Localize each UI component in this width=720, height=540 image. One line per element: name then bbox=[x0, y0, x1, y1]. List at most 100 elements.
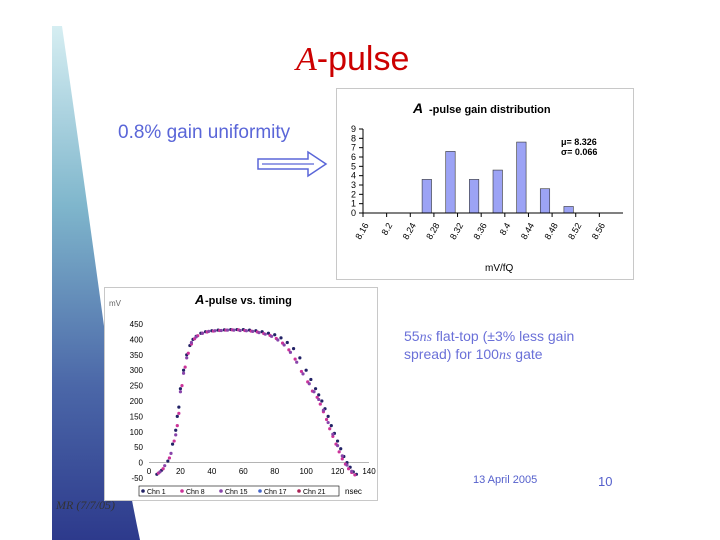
data-point bbox=[181, 371, 186, 375]
data-point bbox=[251, 329, 255, 333]
x-tick-label: 20 bbox=[176, 467, 185, 476]
y-tick-label: 0 bbox=[351, 208, 356, 218]
data-point bbox=[178, 390, 183, 394]
legend-entry: Chn 8 bbox=[186, 489, 205, 496]
data-point bbox=[301, 372, 305, 376]
data-point bbox=[328, 427, 332, 431]
data-point bbox=[346, 467, 351, 471]
data-point bbox=[263, 332, 267, 336]
y-tick-label: 7 bbox=[351, 143, 356, 153]
legend-entry: Chn 1 bbox=[147, 489, 166, 496]
data-point bbox=[257, 331, 261, 335]
data-point bbox=[181, 368, 186, 372]
data-point bbox=[276, 338, 280, 342]
data-point bbox=[279, 336, 283, 340]
data-point bbox=[172, 439, 176, 443]
data-point bbox=[295, 360, 299, 364]
x-tick-label: 80 bbox=[270, 467, 279, 476]
data-point bbox=[174, 428, 178, 432]
sidebar-gradient-bar bbox=[52, 26, 140, 540]
data-point bbox=[287, 348, 291, 352]
gain-uniformity-text: 0.8% gain uniformity bbox=[118, 122, 291, 143]
data-point bbox=[340, 454, 344, 458]
x-axis-label: nsec bbox=[345, 487, 362, 496]
data-point bbox=[340, 457, 344, 461]
page-number: 10 bbox=[598, 474, 613, 489]
data-point bbox=[350, 469, 354, 473]
pulse-timing-chart: A -pulse vs. timing mV nsec -50 0 50 100 150… bbox=[104, 287, 378, 501]
data-point bbox=[324, 417, 329, 422]
data-point bbox=[158, 470, 162, 474]
timing-title-italic: A bbox=[194, 292, 204, 307]
y-tick-label: 100 bbox=[130, 428, 144, 437]
legend-entry: Chn 17 bbox=[264, 489, 287, 496]
data-point bbox=[166, 459, 170, 463]
x-tick-label: 100 bbox=[299, 467, 313, 476]
data-point bbox=[178, 387, 183, 391]
data-point bbox=[335, 439, 340, 443]
x-tick-label: 8.32 bbox=[448, 221, 465, 241]
footer-text: MR (7/7/05) bbox=[56, 498, 115, 512]
x-tick-label: 140 bbox=[362, 467, 376, 476]
x-tick-label: 8.56 bbox=[590, 221, 607, 241]
slide-date: 13 April 2005 bbox=[473, 474, 538, 486]
data-point bbox=[326, 420, 330, 425]
data-point bbox=[309, 377, 313, 382]
data-point bbox=[174, 433, 178, 437]
legend-marker bbox=[297, 489, 301, 493]
data-point bbox=[318, 402, 322, 406]
data-point bbox=[288, 350, 293, 354]
histogram-bar bbox=[516, 141, 527, 214]
x-tick-label: 8.44 bbox=[519, 221, 536, 241]
chart-title-italic: A bbox=[412, 100, 423, 116]
legend-marker bbox=[219, 489, 223, 493]
data-point bbox=[186, 351, 190, 355]
x-tick-label: 8.4 bbox=[498, 221, 513, 237]
histogram-bar bbox=[445, 151, 456, 214]
chart-title: -pulse gain distribution bbox=[429, 104, 551, 116]
data-point bbox=[291, 347, 296, 351]
data-point bbox=[317, 393, 321, 397]
data-point bbox=[244, 329, 249, 333]
y-tick-label: 5 bbox=[351, 161, 356, 171]
data-point bbox=[183, 365, 187, 369]
data-point bbox=[313, 387, 318, 391]
y-tick-label: 200 bbox=[130, 397, 144, 406]
data-point bbox=[345, 463, 349, 467]
data-point bbox=[177, 405, 181, 409]
data-point bbox=[167, 456, 172, 460]
y-tick-label: 350 bbox=[130, 351, 144, 360]
data-point bbox=[219, 328, 223, 333]
data-point bbox=[169, 451, 173, 455]
x-tick-label: 8.48 bbox=[542, 221, 559, 241]
y-tick-label: -50 bbox=[131, 474, 143, 483]
data-point bbox=[207, 329, 211, 333]
y-tick-label: 6 bbox=[351, 152, 356, 162]
y-tick-label: 8 bbox=[351, 133, 356, 143]
legend-marker bbox=[180, 489, 184, 493]
y-tick-label: 3 bbox=[351, 180, 356, 190]
x-tick-label: 60 bbox=[239, 467, 248, 476]
data-point bbox=[353, 473, 357, 477]
y-tick-label: 300 bbox=[130, 366, 144, 375]
data-point bbox=[180, 384, 184, 388]
flat-top-note: 55ns flat-top (±3% less gain spread) for… bbox=[404, 328, 575, 363]
y-tick-label: 4 bbox=[351, 171, 356, 181]
data-point bbox=[232, 328, 236, 332]
data-point bbox=[307, 382, 311, 386]
y-tick-label: 1 bbox=[351, 199, 356, 209]
data-point bbox=[273, 333, 277, 337]
histogram-bar bbox=[563, 206, 574, 214]
data-point bbox=[337, 450, 341, 454]
stat-mean: μ= 8.326 bbox=[561, 137, 597, 147]
data-point bbox=[213, 329, 217, 333]
x-tick-label: 8.16 bbox=[353, 221, 370, 241]
data-point bbox=[175, 424, 179, 428]
data-point bbox=[269, 334, 274, 338]
y-tick-label: 2 bbox=[351, 189, 356, 199]
data-point bbox=[298, 356, 302, 360]
y-axis-label: mV bbox=[109, 299, 122, 308]
stat-sigma: σ= 0.066 bbox=[561, 147, 597, 157]
data-point bbox=[317, 397, 321, 402]
x-tick-label: 40 bbox=[207, 467, 216, 476]
